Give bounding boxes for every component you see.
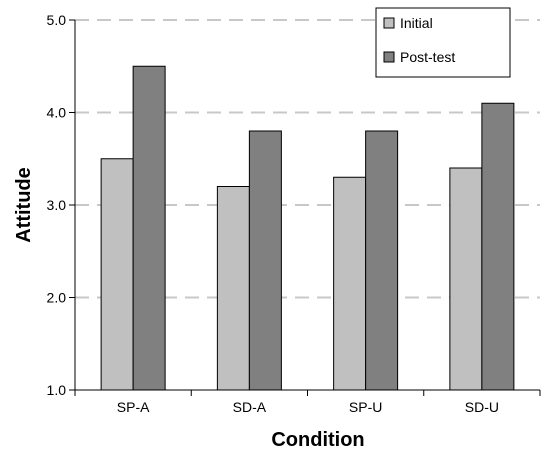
y-tick-label: 2.0 [47, 290, 67, 306]
x-tick-label: SD-U [465, 399, 499, 415]
legend: Initial Post-test [375, 7, 511, 78]
axes [69, 19, 541, 396]
y-tick-label: 1.0 [47, 382, 67, 398]
legend-label-initial: Initial [400, 15, 433, 31]
y-tick-label: 3.0 [47, 197, 67, 213]
bar-initial-sp-a [100, 158, 134, 391]
x-tick-label: SP-U [349, 399, 382, 415]
bar-post-test-sp-a [132, 65, 166, 391]
legend-frame [375, 7, 511, 78]
x-tick-label: SP-A [117, 399, 150, 415]
x-tick-label: SD-A [233, 399, 267, 415]
bar-post-test-sd-u [481, 102, 515, 391]
bar-post-test-sp-u [365, 130, 399, 391]
legend-swatch-initial [383, 17, 395, 29]
y-tick-label: 4.0 [47, 105, 67, 121]
bar-initial-sp-u [333, 176, 367, 391]
y-tick-labels: 1.0 2.0 3.0 4.0 5.0 [47, 12, 67, 398]
y-tick-label: 5.0 [47, 12, 67, 28]
x-axis-title: Condition [271, 429, 364, 449]
legend-swatch-post-test [383, 51, 395, 63]
y-axis-title: Attitude [13, 167, 35, 243]
legend-label-post-test: Post-test [400, 49, 455, 65]
bar-post-test-sd-a [248, 130, 282, 391]
bar-initial-sd-u [449, 167, 483, 391]
x-tick-labels: SP-A SD-A SP-U SD-U [117, 399, 499, 415]
bars [100, 65, 515, 391]
bar-initial-sd-a [216, 186, 250, 391]
